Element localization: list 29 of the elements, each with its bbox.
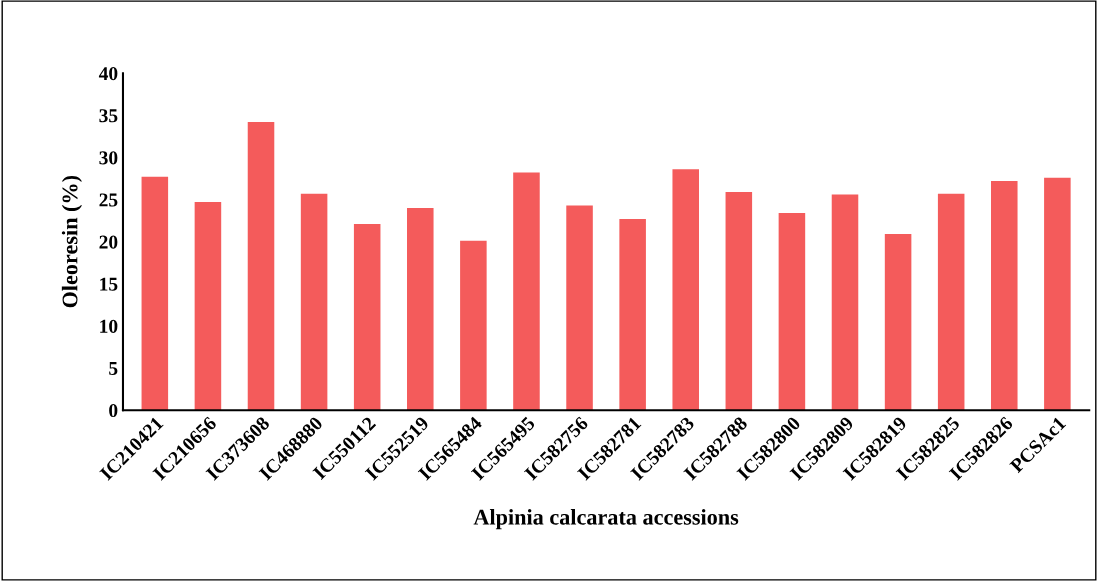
bar [672, 169, 699, 411]
bar [566, 205, 593, 411]
bar [513, 172, 540, 411]
y-tick-label: 40 [98, 67, 118, 81]
bar [937, 193, 965, 411]
bar [247, 122, 275, 411]
y-tick-label: 25 [99, 193, 118, 207]
y-tick-label: 10 [100, 319, 118, 333]
bar [725, 191, 753, 411]
bar [991, 181, 1018, 411]
y-tick-label: 5 [109, 362, 118, 375]
bar [831, 194, 859, 411]
y-tick-label: 15 [100, 277, 118, 291]
bar [300, 193, 328, 411]
y-axis-title: Oleoresin (%) [61, 175, 82, 308]
bar [353, 224, 381, 411]
bar [884, 234, 912, 411]
y-tick-label: 20 [99, 235, 118, 249]
bar [1044, 177, 1071, 411]
y-tick-label: 0 [109, 404, 118, 418]
bar [194, 202, 222, 411]
bar [778, 213, 806, 411]
y-tick-label: 35 [99, 109, 118, 123]
bar [407, 208, 434, 411]
x-axis-title: Alpinia calcarata accessions [473, 509, 739, 530]
bar [619, 218, 646, 411]
bar [460, 240, 487, 411]
y-tick-label: 30 [99, 151, 118, 165]
bar [141, 176, 169, 411]
